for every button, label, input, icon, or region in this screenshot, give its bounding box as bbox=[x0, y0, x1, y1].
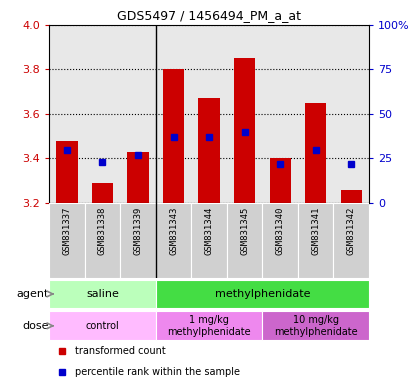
Bar bbox=[198, 98, 219, 203]
Text: GSM831340: GSM831340 bbox=[275, 207, 284, 255]
Bar bbox=[340, 190, 361, 203]
Text: GSM831341: GSM831341 bbox=[310, 207, 319, 255]
Bar bbox=[226, 203, 262, 278]
Text: GSM831343: GSM831343 bbox=[169, 207, 178, 255]
Bar bbox=[155, 280, 368, 308]
Bar bbox=[85, 203, 120, 278]
Text: percentile rank within the sample: percentile rank within the sample bbox=[74, 367, 239, 377]
Text: GSM831342: GSM831342 bbox=[346, 207, 355, 255]
Bar bbox=[262, 203, 297, 278]
Text: methylphenidate: methylphenidate bbox=[214, 289, 309, 299]
Bar bbox=[269, 159, 290, 203]
Text: dose: dose bbox=[22, 321, 49, 331]
Text: agent: agent bbox=[17, 289, 49, 299]
Bar bbox=[49, 280, 155, 308]
Text: saline: saline bbox=[86, 289, 119, 299]
Bar bbox=[49, 311, 155, 340]
Bar bbox=[155, 203, 191, 278]
Bar bbox=[162, 69, 184, 203]
Bar bbox=[120, 203, 155, 278]
Text: GSM831339: GSM831339 bbox=[133, 207, 142, 255]
Text: transformed count: transformed count bbox=[74, 346, 165, 356]
Bar bbox=[155, 311, 262, 340]
Text: GSM831337: GSM831337 bbox=[62, 207, 71, 255]
Title: GDS5497 / 1456494_PM_a_at: GDS5497 / 1456494_PM_a_at bbox=[117, 9, 300, 22]
Bar bbox=[304, 103, 326, 203]
Bar bbox=[92, 183, 113, 203]
Bar bbox=[49, 203, 85, 278]
Text: control: control bbox=[85, 321, 119, 331]
Text: GSM831338: GSM831338 bbox=[98, 207, 107, 255]
Bar bbox=[262, 311, 368, 340]
Text: 1 mg/kg
methylphenidate: 1 mg/kg methylphenidate bbox=[167, 315, 250, 337]
Bar bbox=[297, 203, 333, 278]
Text: GSM831345: GSM831345 bbox=[240, 207, 249, 255]
Text: 10 mg/kg
methylphenidate: 10 mg/kg methylphenidate bbox=[273, 315, 357, 337]
Bar bbox=[333, 203, 368, 278]
Bar bbox=[56, 141, 77, 203]
Bar bbox=[191, 203, 226, 278]
Bar bbox=[234, 58, 255, 203]
Text: GSM831344: GSM831344 bbox=[204, 207, 213, 255]
Bar bbox=[127, 152, 148, 203]
